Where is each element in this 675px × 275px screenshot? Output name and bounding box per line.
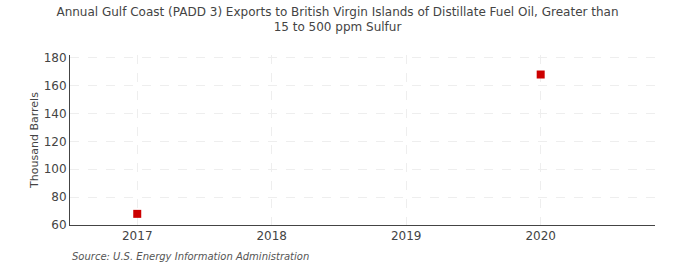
svg-text:Source: U.S. Energy Informatio: Source: U.S. Energy Information Administ…	[72, 251, 309, 262]
svg-text:60: 60	[51, 218, 66, 232]
svg-text:2019: 2019	[391, 229, 422, 243]
svg-text:80: 80	[51, 190, 66, 204]
svg-text:Annual Gulf Coast (PADD 3) Exp: Annual Gulf Coast (PADD 3) Exports to Br…	[56, 5, 618, 35]
svg-text:2017: 2017	[122, 229, 153, 243]
svg-text:100: 100	[44, 162, 67, 176]
svg-text:Thousand Barrels: Thousand Barrels	[28, 92, 41, 189]
svg-text:180: 180	[44, 51, 67, 65]
svg-text:2018: 2018	[256, 229, 287, 243]
svg-text:2020: 2020	[525, 229, 556, 243]
svg-text:160: 160	[44, 79, 67, 93]
svg-text:140: 140	[44, 107, 67, 121]
svg-text:120: 120	[44, 135, 67, 149]
